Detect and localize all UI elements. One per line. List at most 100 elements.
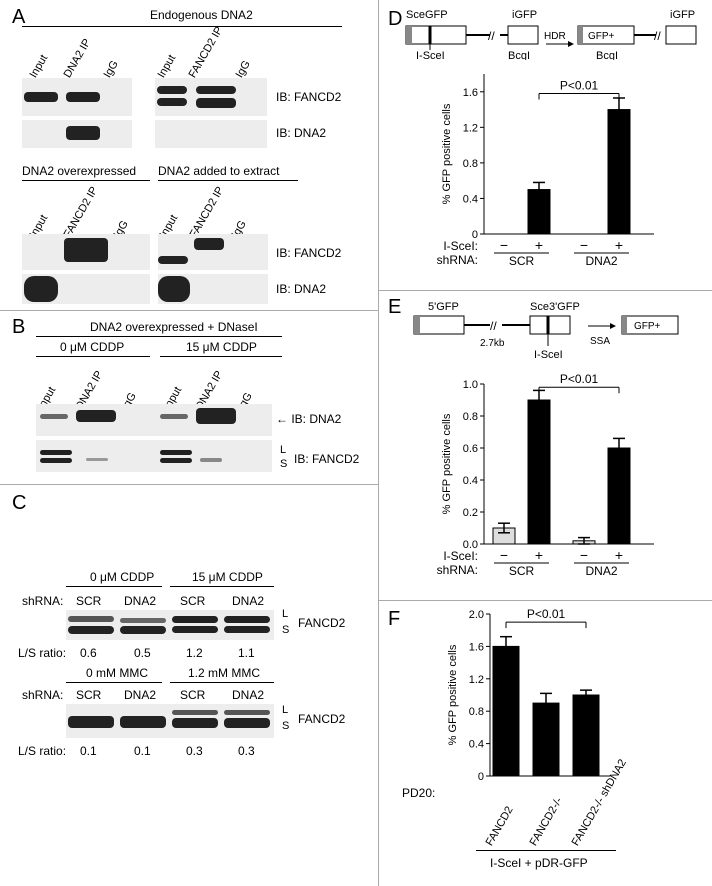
ib-dna2-label: IB: DNA2 [276,126,327,140]
ratio-value: 0.1 [80,744,97,758]
panel-f-label: F [388,608,401,630]
y-tick-label: 0.4 [463,193,478,205]
bar [527,399,551,545]
ratio-value: 0.6 [80,646,97,660]
lane-scr: SCR [180,688,206,702]
svg-text://: // [488,29,495,43]
cond-15-cddp: 15 μM CDDP [186,340,257,354]
y-tick-label: 1.0 [463,379,478,391]
sce3-text: Sce3'GFP [530,301,580,313]
fancd2-label: FANCD2 [298,712,346,726]
isce-sign: + [615,237,623,253]
y-tick-label: 0.8 [469,706,484,718]
bar [492,645,520,777]
isce-sign: − [500,237,508,253]
group-label: DNA2 [585,564,617,578]
panel-e-label: E [388,296,402,318]
pd20-label: PD20: [402,786,436,800]
label-l: L [282,704,289,716]
y-tick-label: 1.6 [463,87,478,99]
shrna-label: shRNA: [22,688,64,702]
chart-d: 0 0.4 0.8 1.2 1.6 % GFP positive cells P<0.01 I… [437,74,654,268]
lane-dna2: DNA2 [124,688,157,702]
fancd2-label: FANCD2 [298,616,346,630]
lane-scr: SCR [180,594,206,608]
bar [607,447,631,545]
y-tick-label: 0 [478,771,484,783]
isce-text: I-SceI [534,349,563,361]
gfp5-text: 5'GFP [428,301,459,313]
isce-sign: − [580,547,588,563]
ratio-value: 0.1 [134,744,151,758]
shrna-row-label: shRNA: [437,253,478,267]
panel-b-title: DNA2 overexpressed + DNaseI [90,320,258,334]
shrna-label: shRNA: [22,594,64,608]
igfp-text: iGFP [512,9,537,21]
group-label: SCR [509,254,535,268]
ratio-value: 1.2 [186,646,203,660]
sce-gfp-diagram: SceGFP // I-SceI BcgI iGFP HDR GFP+ // B… [405,9,697,60]
ib-dna2-label: IB: DNA2 [291,412,342,426]
sce3-gfp-diagram: 5'GFP // 2.7kb Sce3'GFP I-SceI SSA GFP+ [413,301,679,361]
lane-igg: IgG [101,58,121,80]
isce-text: I-SceI [416,50,445,60]
lane-fancd2-ip: FANCD2 IP [186,24,226,80]
y-tick-label: 1.2 [469,674,484,686]
cond-0-mmc: 0 mM MMC [86,666,148,680]
group-label: SCR [509,564,535,578]
y-tick-label: 2.0 [469,609,484,621]
ib-fancd2-label: IB: FANCD2 [294,452,360,466]
cond-15-cddp: 15 μM CDDP [192,570,263,584]
ssa-text: SSA [590,336,610,347]
cond-0-cddp: 0 μM CDDP [90,570,155,584]
label-l: L [282,608,289,620]
y-tick-label: 0.8 [463,158,478,170]
footer-label: I-SceI + pDR-GFP [490,856,588,870]
ib-fancd2-label: IB: FANCD2 [276,246,342,260]
p-value: P<0.01 [527,607,566,621]
cat-label: FANCD2 [483,804,516,848]
cond-12-mmc: 1.2 mM MMC [188,666,260,680]
blot [36,404,272,436]
panel-b-label: B [12,316,26,338]
bcgi-text: BcgI [508,50,530,60]
p-value: P<0.01 [560,374,599,386]
endogenous-title: Endogenous DNA2 [150,8,253,22]
y-tick-label: 0.8 [463,411,478,423]
y-tick-label: 1.6 [469,641,484,653]
y-tick-label: 0.4 [469,739,484,751]
label-s: S [280,458,288,470]
bcgi-text: BcgI [596,50,618,60]
ratio-label: L/S ratio: [18,646,67,660]
lane-igg: IgG [233,58,253,80]
panel-d-label: D [388,8,403,30]
label-s: S [282,624,290,636]
igfp-text: iGFP [670,9,695,21]
isce-sign: + [615,547,623,563]
y-tick-label: 0.4 [463,475,478,487]
lane-dna2-ip: DNA2 IP [61,36,94,80]
isce-sign: − [580,237,588,253]
y-tick-label: 0 [472,229,478,241]
lane-scr: SCR [76,688,102,702]
ratio-value: 0.3 [238,744,255,758]
blot [36,440,272,472]
label-l: L [280,444,287,456]
chart-f: 0 0.4 0.8 1.2 1.6 2.0 % GFP positive cells P<0.… [447,607,610,783]
lane-dna2: DNA2 [124,594,157,608]
y-tick-label: 0.6 [463,443,478,455]
isce-sign: − [500,547,508,563]
y-tick-label: 0.2 [463,507,478,519]
blot [155,120,267,148]
isce-row-label: I-SceI: [443,239,478,253]
ratio-value: 1.1 [238,646,255,660]
bar [572,694,600,777]
y-tick-label: 0.0 [463,539,478,551]
overexpressed-title: DNA2 overexpressed [22,164,137,178]
ib-dna2-arrow: ← IB: DNA2 [276,412,342,426]
lane-scr: SCR [76,594,102,608]
panel-c-label: C [12,492,27,514]
lane-input: Input [155,52,179,80]
ib-fancd2-label: IB: FANCD2 [276,90,342,104]
gfp-plus-text: GFP+ [634,321,661,332]
